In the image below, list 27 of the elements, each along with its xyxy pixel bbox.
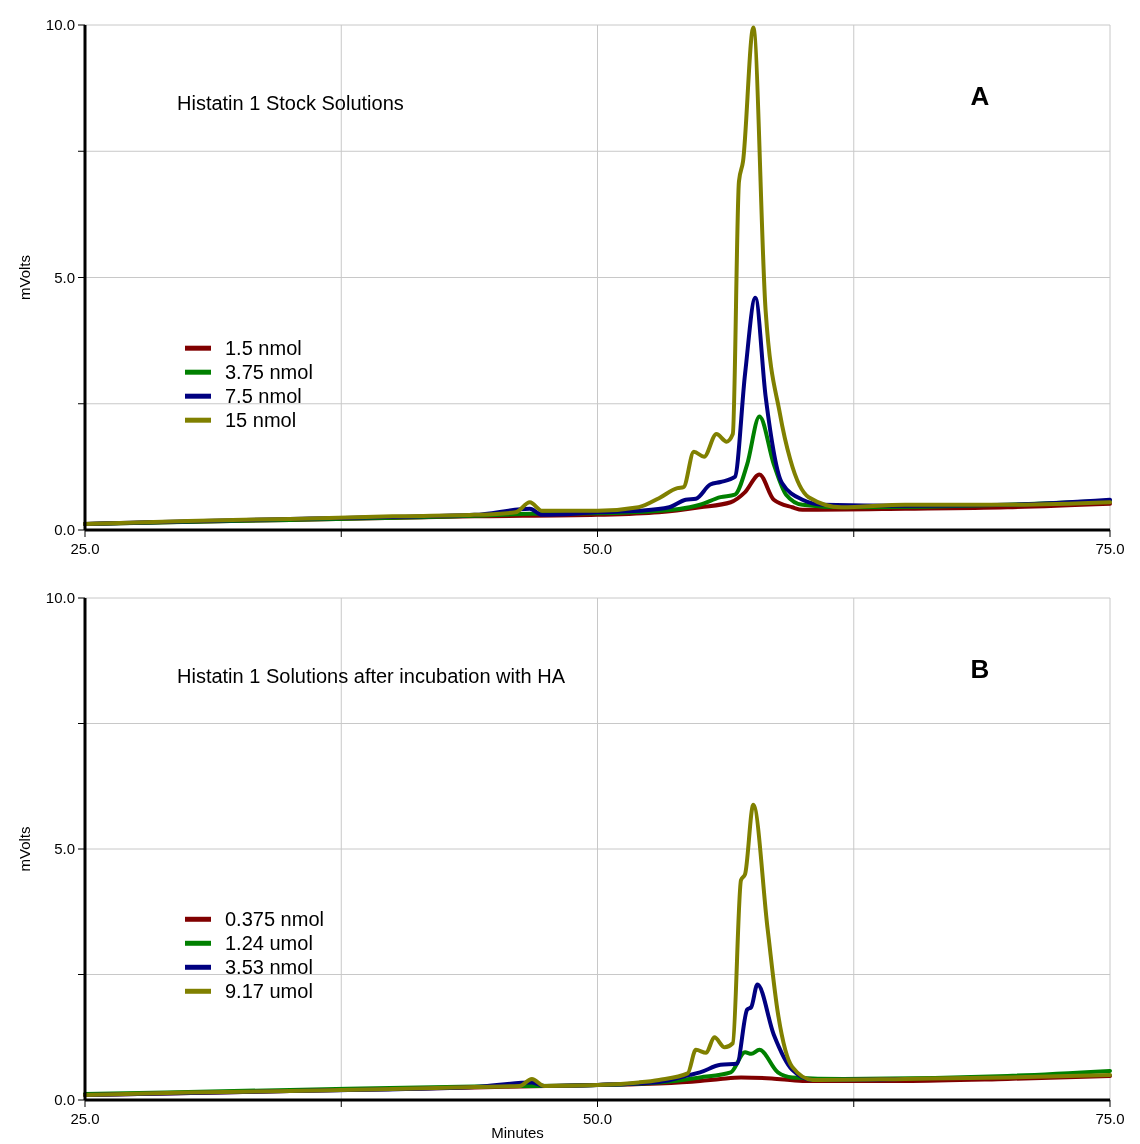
x-tick-label: 50.0 xyxy=(582,1110,613,1127)
y-tick-label: 0.0 xyxy=(54,521,75,539)
y-tick-label: 10.0 xyxy=(45,16,75,34)
text: Histatin 1 Stock Solutions xyxy=(177,92,404,114)
y-tick-label: 5.0 xyxy=(54,268,75,286)
y-tick-label: 0.0 xyxy=(54,1091,75,1109)
annotation: B xyxy=(970,654,990,684)
x-tick-label: 75.0 xyxy=(1095,540,1125,557)
y-tick-label: 10.0 xyxy=(45,589,75,607)
y-tick-label: 5.0 xyxy=(54,840,75,858)
legend-label: 3.75 nmol xyxy=(225,361,313,384)
x-axis-title: Minutes xyxy=(491,1124,544,1141)
legend-label: 1.24 umol xyxy=(225,932,313,955)
legend-label: 15 nmol xyxy=(225,409,297,432)
legend-label: 7.5 nmol xyxy=(225,385,302,408)
legend-label: 1.5 nmol xyxy=(225,337,302,360)
annotation: A xyxy=(970,81,990,111)
text: Histatin 1 Solutions after incubation with HA xyxy=(177,665,566,687)
legend-label: 9.17 umol xyxy=(225,980,313,1003)
x-tick-label: 75.0 xyxy=(1095,1110,1125,1127)
legend-label: 0.375 nmol xyxy=(225,908,324,931)
legend-label: 3.53 nmol xyxy=(225,956,313,979)
y-axis-title: mVolts xyxy=(16,826,33,872)
x-tick-label: 50.0 xyxy=(582,540,613,557)
y-axis-title: mVolts xyxy=(16,254,33,301)
x-tick-label: 25.0 xyxy=(70,1110,100,1127)
x-tick-label: 25.0 xyxy=(70,540,100,557)
